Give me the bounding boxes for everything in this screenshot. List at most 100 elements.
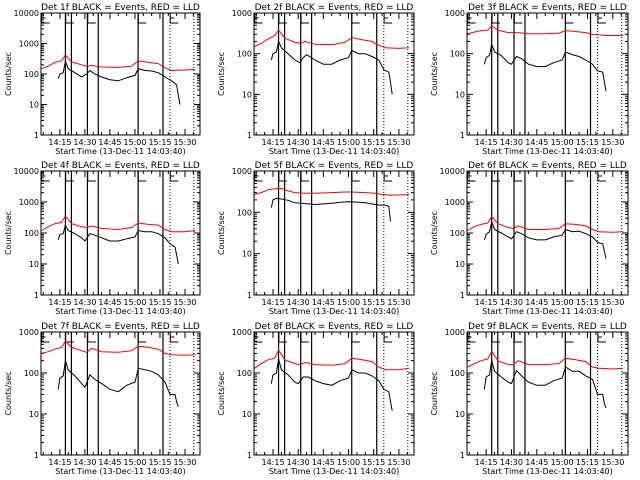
attenuator-marker-E [597,170,606,182]
y-tick-label: 10 [455,90,465,99]
y-tick-label: 10 [242,250,252,259]
y-tick-label: 1 [34,131,39,140]
series-events-line [57,360,179,407]
attenuator-marker-F [351,12,360,24]
y-tick-label: 1000 [445,9,465,18]
y-tick-label: 1000 [445,328,465,337]
series-lld-line [467,350,623,370]
series-lld-line [467,25,623,36]
x-tick-label: 14:30 [500,298,523,307]
x-tick-label: 14:30 [287,138,310,147]
attenuator-marker-F [300,170,310,182]
attenuator-marker-E [169,12,179,24]
attenuator-marker-F [87,331,96,343]
x-tick-label: 14:30 [287,298,310,307]
x-tick-label: 15:30 [173,298,196,307]
y-tick-label: 100 [24,70,39,79]
x-axis-label: Start Time (13-Dec-11 14:03:40) [55,467,186,476]
x-tick-label: 15:15 [362,138,385,147]
x-axis-label: Start Time (13-Dec-11 14:03:40) [482,147,613,156]
attenuator-marker-F [513,12,523,24]
panel-det-3: Det 3f BLACK = Events, RED = LLD 1 10 100 10… [430,3,629,156]
y-tick-label: 100 [24,229,39,238]
panel-det-9: Det 9f BLACK = Events, RED = LLD 1 10 100 10… [430,322,629,476]
attenuator-marker-E [383,12,393,24]
x-tick-label: 14:15 [261,138,284,147]
plot-frame [253,331,415,456]
y-tick-label: 1000 [232,328,252,337]
attenuator-marker-E [467,170,476,182]
y-tick-label: 100 [237,50,252,59]
panel-det-1: Det 1f BLACK = Events, RED = LLD 1 10 100 10… [4,3,201,156]
attenuator-marker-F [491,331,501,343]
panel-title: Det 4f BLACK = Events, RED = LLD [41,161,200,171]
attenuator-marker-E [467,12,476,24]
attenuator-marker-F [300,331,310,343]
y-axis-label: Counts/sec [4,211,13,255]
x-tick-label: 14:15 [475,138,498,147]
y-tick-label: 10000 [14,9,39,18]
x-tick-label: 14:45 [525,298,548,307]
x-tick-label: 14:45 [312,298,335,307]
y-tick-label: 10 [242,410,252,419]
y-axis-label: Counts/sec [217,371,226,415]
x-tick-label: 15:15 [576,458,599,467]
series-events-line [270,39,393,95]
x-tick-label: 15:30 [173,458,196,467]
x-tick-label: 14:15 [48,298,71,307]
x-tick-label: 15:00 [551,298,574,307]
x-tick-label: 15:30 [387,138,410,147]
y-tick-label: 1 [34,451,39,460]
x-tick-label: 15:15 [362,458,385,467]
panel-det-8: Det 8f BLACK = Events, RED = LLD 1 10 100 10… [217,322,415,476]
x-tick-label: 14:15 [48,458,71,467]
x-tick-label: 14:30 [500,458,523,467]
x-tick-label: 15:00 [337,138,360,147]
attenuator-marker-E [254,170,263,182]
panel-title: Det 2f BLACK = Events, RED = LLD [255,3,414,13]
series-lld-line [254,187,410,196]
panel-det-7: Det 7f BLACK = Events, RED = LLD 1 10 100 10… [4,322,201,476]
y-tick-label: 100 [237,208,252,217]
series-lld-line [41,215,196,233]
series-events-line [57,223,179,265]
attenuator-marker-F [65,170,74,182]
y-tick-label: 10 [29,101,39,110]
attenuator-marker-F [137,331,147,343]
x-tick-label: 14:30 [73,298,96,307]
x-tick-label: 14:15 [261,458,284,467]
attenuator-marker-F [137,12,147,24]
attenuator-marker-F [87,170,96,182]
attenuator-marker-E [254,12,263,24]
x-tick-label: 15:15 [576,298,599,307]
x-tick-label: 14:30 [73,138,96,147]
x-tick-label: 15:30 [601,138,624,147]
plot-frame [253,12,415,136]
attenuator-marker-E [597,331,606,343]
attenuator-marker-F [137,170,147,182]
plot-frame [466,12,629,136]
panel-title: Det 7f BLACK = Events, RED = LLD [41,322,200,332]
attenuator-marker-F [87,12,96,24]
y-tick-label: 100 [237,369,252,378]
y-tick-label: 1000 [232,167,252,176]
x-tick-label: 15:15 [148,458,171,467]
plot-frame [253,170,415,296]
y-tick-label: 1 [247,451,252,460]
x-axis-label: Start Time (13-Dec-11 14:03:40) [55,147,186,156]
x-tick-label: 14:45 [98,458,121,467]
panel-title: Det 6f BLACK = Events, RED = LLD [468,161,627,171]
series-lld-line [254,349,410,371]
y-tick-label: 1000 [19,40,39,49]
y-tick-label: 1 [460,131,465,140]
plot-frame [40,331,201,456]
series-events-line [270,197,391,222]
x-tick-label: 14:45 [525,138,548,147]
y-tick-label: 1 [34,291,39,300]
x-tick-label: 14:15 [475,458,498,467]
attenuator-marker-F [565,170,574,182]
y-tick-label: 100 [450,50,465,59]
y-tick-label: 1000 [232,9,252,18]
y-tick-label: 10 [29,410,39,419]
attenuator-marker-F [65,12,74,24]
